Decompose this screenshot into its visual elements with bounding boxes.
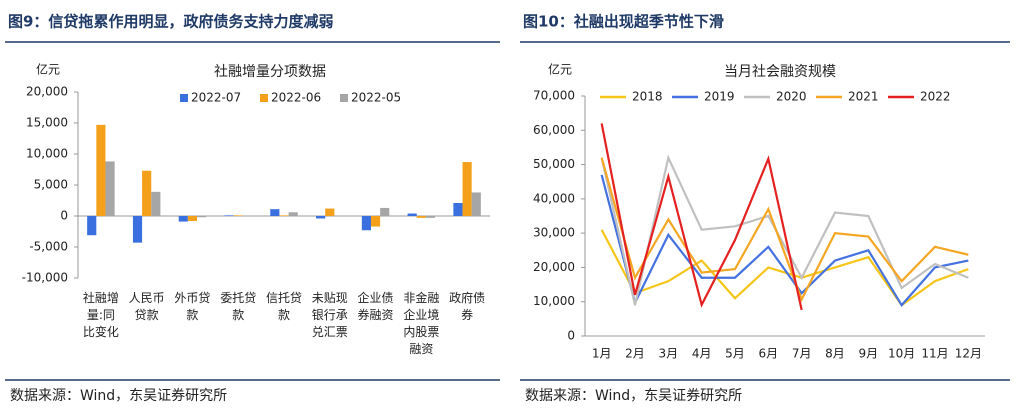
x-tick-label: 3月: [659, 347, 679, 361]
bar: [142, 170, 152, 216]
legend-swatch: [260, 94, 268, 102]
bar: [425, 216, 436, 218]
bar: [279, 215, 289, 216]
line: [600, 154, 969, 306]
legend-swatch: [340, 94, 348, 102]
x-tick-label: 社融增量:同比变化: [83, 290, 119, 339]
bar: [87, 216, 97, 236]
x-tick-label: 1月: [592, 347, 612, 361]
y-tick-label: -10,000: [22, 271, 68, 285]
x-tick-label: 12月: [955, 347, 982, 361]
legend-label: 2019: [704, 90, 735, 104]
bar: [288, 212, 298, 216]
line: [600, 123, 803, 311]
x-tick-label: 政府债券: [449, 290, 485, 322]
legend-label: 2022-05: [351, 91, 401, 105]
bar: [233, 215, 243, 216]
y-tick-label: 30,000: [533, 226, 575, 240]
x-tick-label: 5月: [725, 347, 745, 361]
x-tick-label: 7月: [792, 347, 812, 361]
bar: [407, 213, 417, 216]
x-tick-label: 4月: [692, 347, 712, 361]
y-tick-label: 50,000: [533, 157, 575, 171]
bar: [224, 215, 234, 216]
legend-label: 2022-06: [271, 91, 321, 105]
y-tick-label: 20,000: [533, 260, 575, 274]
chart-title: 社融增量分项数据: [214, 64, 326, 80]
bar: [325, 208, 335, 216]
y-tick-label: 40,000: [533, 191, 575, 205]
bar: [453, 202, 463, 216]
bar: [96, 124, 106, 216]
x-tick-label: 企业债券融资: [358, 290, 394, 322]
bar: [270, 209, 280, 216]
x-tick-label: 9月: [859, 347, 879, 361]
legend-swatch: [180, 94, 188, 102]
y-tick-label: 20,000: [26, 85, 68, 99]
bar: [151, 191, 161, 216]
y-tick-label: 5,000: [34, 178, 68, 192]
x-tick-label: 8月: [825, 347, 845, 361]
x-tick-label: 人民币贷款: [129, 291, 165, 322]
bar: [132, 216, 143, 243]
bar: [105, 161, 115, 216]
bar: [462, 162, 472, 216]
x-tick-label: 外币贷款: [174, 291, 210, 322]
figure-title: 图10：社融出现超季节性下滑: [523, 13, 724, 31]
x-tick-label: 未贴现银行承兑汇票: [312, 291, 348, 339]
bar: [380, 207, 390, 216]
figure-title: 图9：信贷拖累作用明显，政府债务支持力度减弱: [8, 13, 333, 31]
y-tick-label: 70,000: [533, 89, 575, 103]
bar: [178, 216, 188, 222]
bar: [416, 216, 426, 218]
unit-label: 亿元: [548, 62, 572, 77]
y-tick-label: 0: [60, 209, 68, 223]
x-tick-label: 2月: [625, 347, 645, 361]
bar: [361, 216, 371, 231]
legend-label: 2018: [632, 90, 663, 104]
y-tick-label: 60,000: [533, 123, 575, 137]
line: [600, 229, 969, 307]
source: 数据来源：Wind，东吴证券研究所: [525, 388, 742, 404]
x-tick-label: 10月: [888, 347, 915, 361]
line: [600, 174, 969, 307]
line: [600, 157, 969, 303]
y-tick-label: 0: [567, 329, 575, 343]
x-tick-label: 信托贷款: [266, 291, 302, 322]
x-tick-label: 委托贷款: [220, 291, 256, 322]
source: 数据来源：Wind，东吴证券研究所: [10, 388, 227, 404]
x-tick-label: 11月: [921, 347, 948, 361]
y-tick-label: 15,000: [26, 116, 68, 130]
x-tick-label: 6月: [759, 347, 779, 361]
bar: [471, 192, 481, 216]
legend-label: 2022: [920, 90, 951, 104]
chart-title: 当月社会融资规模: [724, 64, 836, 80]
y-tick-label: 10,000: [533, 294, 575, 308]
y-tick-label: 10,000: [26, 147, 68, 161]
bar: [370, 216, 381, 227]
unit-label: 亿元: [36, 62, 60, 77]
bar: [187, 216, 198, 221]
bar: [316, 216, 326, 219]
x-tick-label: 非金融企业境内股票融资: [403, 290, 439, 356]
legend-label: 2021: [848, 90, 879, 104]
legend-label: 2020: [776, 90, 807, 104]
bar: [197, 216, 207, 218]
y-tick-label: -5,000: [29, 240, 68, 254]
legend-label: 2022-07: [191, 91, 241, 105]
